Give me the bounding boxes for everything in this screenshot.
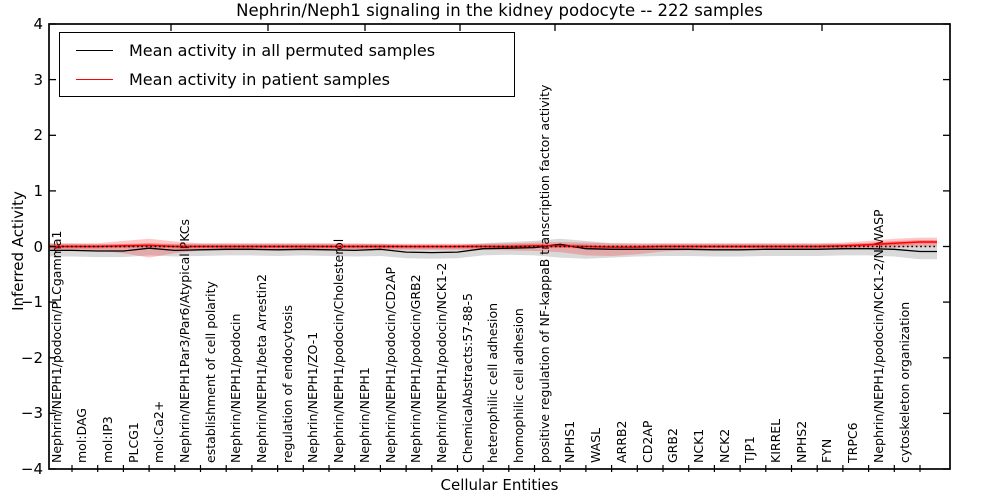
x-tick-label: NPHS2 (793, 420, 809, 463)
x-tick-label: NPHS1 (562, 420, 578, 463)
x-tick-label: mol:DAG (74, 408, 90, 463)
chart-title: Nephrin/Neph1 signaling in the kidney po… (236, 1, 763, 20)
x-tick-label: Nephrin/NEPH1/ZO-1 (305, 331, 321, 463)
x-tick-label: Nephrin/NEPH1/podocin/CD2AP (382, 266, 398, 463)
legend-label: Mean activity in patient samples (129, 69, 390, 89)
x-tick-label: PLCG1 (125, 422, 141, 463)
legend: Mean activity in all permuted samples Me… (59, 32, 515, 97)
x-tick-label: homophilic cell adhesion (511, 308, 527, 463)
legend-item-patient: Mean activity in patient samples (60, 65, 514, 93)
x-tick-label: Nephrin/NEPH1/podocin/PLCgamma1 (48, 230, 64, 463)
x-tick-label: regulation of endocytosis (279, 305, 295, 463)
legend-item-permuted: Mean activity in all permuted samples (60, 36, 514, 64)
y-tick-label: 1 (33, 181, 43, 200)
y-tick-label: −2 (20, 348, 43, 367)
x-tick-label: Nephrin/NEPH1 (356, 367, 372, 463)
x-tick-label: Nephrin/NEPH1/podocin/Cholesterol (331, 238, 347, 463)
x-tick-label: CD2AP (639, 420, 655, 463)
x-tick-label: GRB2 (665, 428, 681, 463)
y-tick-label: 2 (33, 126, 43, 145)
y-tick-label: 0 (33, 237, 43, 256)
x-axis-label: Cellular Entities (440, 476, 559, 494)
x-tick-label: KIRREL (768, 418, 783, 463)
x-tick-label: Nephrin/NEPH1/podocin/NCK1-2 (433, 262, 449, 463)
x-tick-label: TRPC6 (845, 422, 861, 463)
x-tick-label: Nephrin/NEPH1Par3/Par6/Atypical PKCs (176, 219, 192, 463)
y-tick-label: 4 (33, 15, 43, 33)
x-tick-label: WASL (588, 427, 604, 463)
red-line-sample-icon (76, 78, 113, 80)
y-tick-label: −1 (20, 293, 43, 312)
x-tick-label: mol:Ca2+ (151, 400, 167, 463)
x-tick-label: TJP1 (742, 436, 758, 463)
legend-label: Mean activity in all permuted samples (129, 40, 436, 60)
x-tick-label: Nephrin/NEPH1/podocin/NCK1-2/N-WASP (870, 209, 886, 463)
y-tick-label: 3 (33, 70, 43, 89)
x-tick-label: mol:IP3 (99, 416, 115, 463)
x-tick-label: NCK1 (690, 428, 706, 463)
x-tick-label: ARRB2 (613, 420, 629, 463)
x-tick-label: cytoskeleton organization (896, 301, 912, 463)
black-line-sample-icon (76, 49, 113, 51)
x-tick-label: heterophilic cell adhesion (485, 302, 501, 463)
x-tick-label: ChemicalAbstracts:57-88-5 (459, 293, 475, 463)
x-tick-label: FYN (819, 438, 835, 463)
x-tick-label: Nephrin/NEPH1/podocin (228, 313, 244, 463)
x-tick-label: establishment of cell polarity (202, 281, 218, 463)
y-tick-label: −3 (20, 404, 43, 423)
x-tick-label: Nephrin/NEPH1/podocin/GRB2 (408, 274, 424, 463)
x-tick-label: NCK2 (716, 428, 732, 463)
x-tick-label: Nephrin/NEPH1/beta Arrestin2 (254, 274, 270, 463)
y-tick-label: −4 (20, 460, 43, 478)
x-tick-label: positive regulation of NF-kappaB transcr… (536, 84, 552, 463)
